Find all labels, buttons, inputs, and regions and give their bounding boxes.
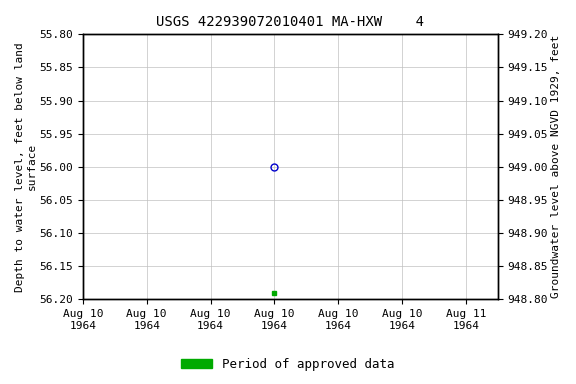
Y-axis label: Depth to water level, feet below land
surface: Depth to water level, feet below land su…: [15, 42, 37, 292]
Title: USGS 422939072010401 MA-HXW    4: USGS 422939072010401 MA-HXW 4: [157, 15, 425, 29]
Y-axis label: Groundwater level above NGVD 1929, feet: Groundwater level above NGVD 1929, feet: [551, 35, 561, 298]
Legend: Period of approved data: Period of approved data: [176, 353, 400, 376]
